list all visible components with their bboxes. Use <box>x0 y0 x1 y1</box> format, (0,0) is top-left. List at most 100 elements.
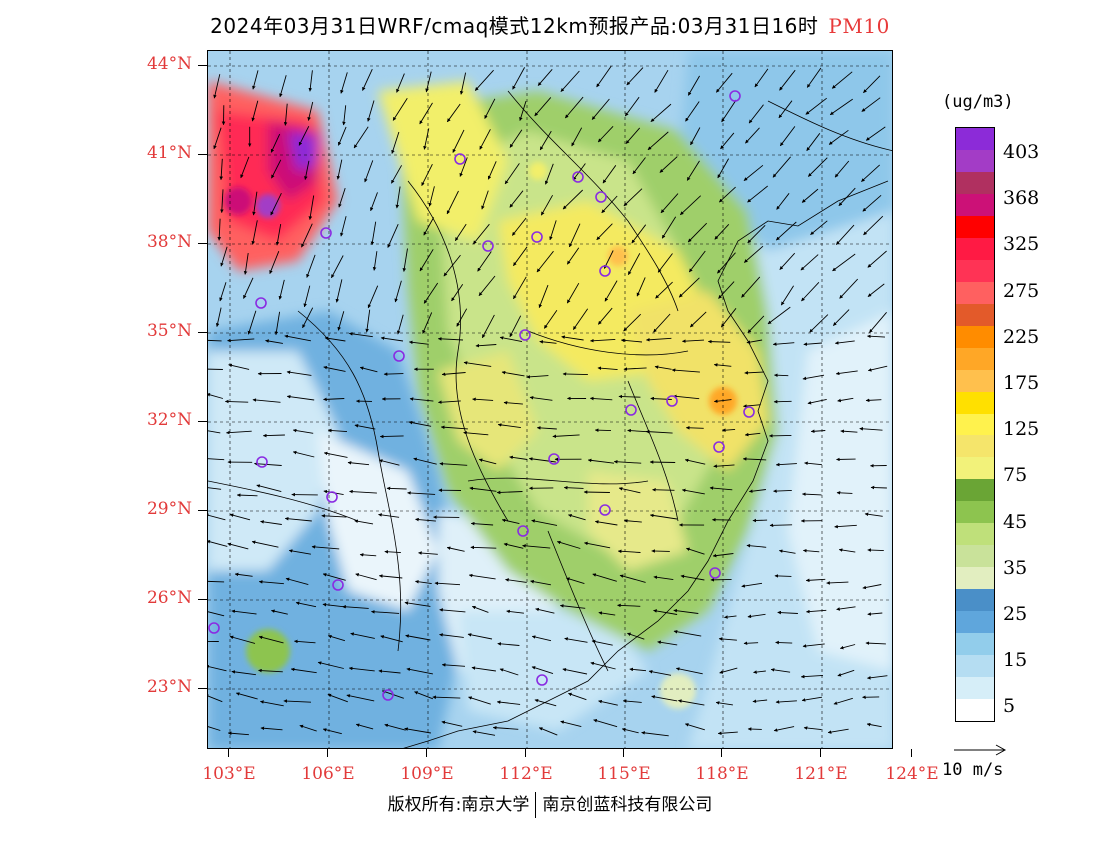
wind-arrow <box>234 572 253 577</box>
wind-arrow <box>774 574 792 578</box>
wind-arrow <box>501 370 525 377</box>
wind-arrow <box>243 277 254 299</box>
wind-arrow <box>227 542 249 550</box>
wind-arrow <box>657 253 673 273</box>
wind-arrow <box>323 365 346 372</box>
wind-arrow <box>720 308 737 328</box>
wind-arrow <box>499 668 519 676</box>
wind-arrow <box>807 157 828 177</box>
wind-arrow <box>802 374 825 381</box>
wind-arrow <box>446 546 465 552</box>
wind-arrow <box>709 486 733 491</box>
wind-arrow <box>744 245 764 263</box>
wind-arrow <box>463 361 492 367</box>
legend-unit: (ug/m3) <box>942 92 1014 112</box>
wind-arrow <box>327 428 348 433</box>
wind-arrow <box>717 731 738 736</box>
wind-arrow <box>717 158 729 179</box>
wind-arrow <box>386 486 407 491</box>
wind-arrow <box>321 514 347 518</box>
wind-arrow <box>286 394 315 401</box>
wind-arrow <box>227 338 255 343</box>
lat-label: 29°N <box>146 499 192 519</box>
wind-arrow <box>713 363 732 367</box>
wind-arrow <box>322 728 342 735</box>
wind-arrow <box>673 630 702 637</box>
wind-arrow <box>867 675 888 680</box>
wind-arrow <box>747 224 766 244</box>
wind-arrow <box>299 724 317 732</box>
wind-arrow <box>354 424 376 430</box>
wind-arrow <box>306 254 316 278</box>
wind-arrow <box>650 103 672 123</box>
wind-arrow <box>810 429 826 434</box>
wind-arrow <box>512 67 525 90</box>
wind-arrow <box>645 429 673 434</box>
wind-arrow <box>378 459 400 466</box>
wind-arrow <box>342 105 347 126</box>
wind-arrow <box>519 100 527 121</box>
wind-arrow <box>619 574 646 583</box>
wind-arrow <box>721 99 737 123</box>
wind-arrow <box>446 190 459 215</box>
wind-arrow <box>511 217 527 236</box>
wind-arrow <box>537 69 553 86</box>
wind-arrow <box>226 430 252 435</box>
wind-arrow <box>463 431 489 436</box>
wind-arrow <box>747 613 766 619</box>
wind-arrow <box>566 282 580 304</box>
lon-label: 109°E <box>400 764 454 784</box>
wind-arrow <box>285 577 309 586</box>
wind-arrow <box>865 398 882 403</box>
wind-arrow <box>779 252 796 270</box>
wind-arrow <box>602 165 617 184</box>
wind-arrow <box>671 368 700 373</box>
legend-swatch <box>956 303 994 327</box>
wind-arrow <box>718 186 736 203</box>
wind-arrow <box>530 579 551 586</box>
wind-arrow <box>838 187 856 207</box>
wind-arrow <box>863 75 881 94</box>
wind-arrow <box>826 581 849 585</box>
wind-arrow <box>654 69 669 93</box>
wind-arrow <box>598 699 618 706</box>
wind-arrow <box>384 550 401 554</box>
wind-arrow <box>419 102 433 125</box>
wind-arrow <box>367 285 379 309</box>
wind-arrow <box>810 220 828 236</box>
wind-arrow <box>561 335 584 341</box>
city-marker <box>382 689 394 701</box>
wind-arrow <box>865 126 886 141</box>
wind-arrow <box>286 370 312 376</box>
wind-arrow <box>720 132 735 150</box>
wind-arrow <box>625 127 641 144</box>
legend-label: 45 <box>1003 510 1028 533</box>
wind-arrow <box>836 491 853 495</box>
wind-arrow <box>278 279 285 300</box>
city-marker <box>482 240 494 252</box>
wind-arrow <box>513 246 528 266</box>
wind-arrow <box>472 223 490 245</box>
wind-arrow <box>568 223 581 248</box>
wind-arrow <box>563 485 584 490</box>
wind-arrow <box>770 668 791 673</box>
city-marker <box>743 406 755 418</box>
wind-arrow <box>208 430 221 434</box>
city-marker <box>536 674 548 686</box>
wind-arrow <box>208 339 222 342</box>
city-markers <box>208 90 755 701</box>
wind-arrow <box>622 699 642 703</box>
wind-arrow <box>208 611 225 617</box>
wind-arrow <box>772 156 791 178</box>
wind-arrow <box>509 129 523 148</box>
wind-arrow <box>834 160 850 178</box>
wind-arrow <box>283 103 288 126</box>
wind-arrow <box>636 277 646 297</box>
wind-arrow <box>800 674 824 679</box>
wind-arrow <box>219 158 223 181</box>
wind-arrow <box>717 252 736 274</box>
wind-arrow <box>260 726 283 731</box>
wind-arrow <box>715 72 733 93</box>
wind-arrow <box>646 337 672 342</box>
wind-arrow <box>258 635 284 644</box>
